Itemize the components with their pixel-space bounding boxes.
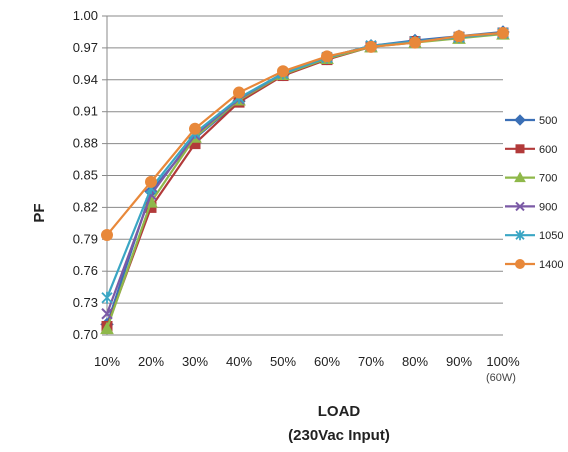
legend-item: 700 <box>505 171 557 185</box>
legend-item: 1050 <box>505 230 563 242</box>
legend-item: 600 <box>505 144 557 156</box>
data-point <box>189 122 201 135</box>
data-point <box>365 40 377 53</box>
x-tick-label: 40% <box>226 354 252 369</box>
legend-label: 700 <box>539 173 557 185</box>
y-tick-label: 0.97 <box>73 40 98 55</box>
data-point <box>514 171 526 183</box>
data-point <box>101 291 113 304</box>
data-point <box>515 201 525 212</box>
data-point <box>101 229 113 242</box>
x-tick-labels: 10% 20% 30% 40% 50% 60% 70% 80% 90% 100% <box>94 354 520 369</box>
x-axis-label-line1: LOAD <box>318 403 361 420</box>
data-point <box>515 230 525 241</box>
series-line <box>106 31 504 236</box>
y-tick-label: 0.88 <box>73 136 98 151</box>
y-tick-label: 0.73 <box>73 295 98 310</box>
data-point <box>321 50 333 63</box>
y-tick-label: 0.85 <box>73 168 98 183</box>
legend-item: 500 <box>505 114 557 127</box>
y-tick-label: 0.91 <box>73 104 98 119</box>
x-tick-label: 30% <box>182 354 208 369</box>
data-point <box>100 321 114 335</box>
y-tick-label: 0.82 <box>73 199 98 214</box>
x-tick-label: 70% <box>358 354 384 369</box>
series-line <box>105 31 504 299</box>
data-point <box>409 36 421 49</box>
legend-item: 900 <box>505 201 557 213</box>
data-point <box>101 308 113 320</box>
legend-label: 1400 <box>539 259 563 271</box>
x-tick-label: 50% <box>270 354 296 369</box>
series-1400 <box>101 27 509 242</box>
x-tick-label: 100% <box>486 354 520 369</box>
x-axis-label-line2: (230Vac Input) <box>288 427 390 444</box>
data-point <box>453 30 465 43</box>
y-tick-label: 0.94 <box>73 72 98 87</box>
legend-label: 900 <box>539 201 557 213</box>
series-line <box>105 32 504 329</box>
y-tick-label: 0.70 <box>73 327 98 342</box>
legend-label: 600 <box>539 144 557 156</box>
data-point <box>514 114 526 126</box>
data-point <box>497 27 509 40</box>
series-group <box>100 25 510 335</box>
x-tick-label: 90% <box>446 354 472 369</box>
y-tick-labels: 0.70 0.73 0.76 0.79 0.82 0.85 0.88 0.91 0.94 0.97… <box>73 8 98 342</box>
x-note: (60W) <box>486 372 516 384</box>
x-tick-label: 80% <box>402 354 428 369</box>
data-point <box>515 144 525 154</box>
data-point <box>233 86 245 99</box>
y-tick-label: 1.00 <box>73 8 98 23</box>
legend-label: 1050 <box>539 230 563 242</box>
y-gridlines <box>102 15 503 336</box>
data-point <box>515 259 525 269</box>
legend-item: 1400 <box>505 259 563 271</box>
y-tick-label: 0.79 <box>73 231 98 246</box>
x-tick-label: 10% <box>94 354 120 369</box>
y-axis-label: PF <box>31 203 48 222</box>
legend: 500 600 700 900 1050 1400 <box>505 114 563 271</box>
x-tick-label: 60% <box>314 354 340 369</box>
x-tick-label: 20% <box>138 354 164 369</box>
y-tick-label: 0.76 <box>73 263 98 278</box>
data-point <box>277 65 289 78</box>
legend-label: 500 <box>539 115 557 127</box>
data-point <box>145 175 157 188</box>
